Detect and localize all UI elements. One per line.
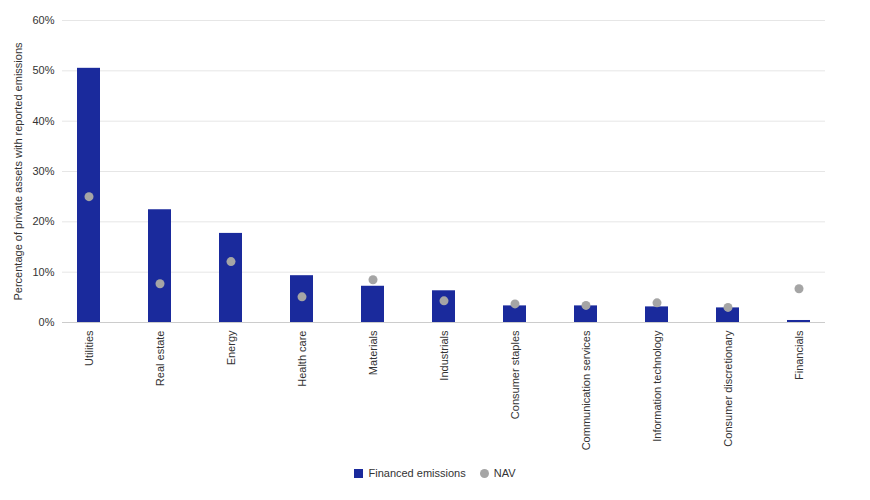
svg-text:Consumer discretionary: Consumer discretionary <box>722 330 734 447</box>
svg-text:50%: 50% <box>32 64 54 76</box>
svg-text:Information technology: Information technology <box>651 330 663 442</box>
svg-text:Utilities: Utilities <box>83 330 95 366</box>
svg-text:Percentage of private assets w: Percentage of private assets with report… <box>12 42 24 301</box>
svg-text:Health care: Health care <box>296 331 308 387</box>
svg-text:Consumer staples: Consumer staples <box>509 330 521 419</box>
svg-text:60%: 60% <box>32 14 54 26</box>
svg-text:40%: 40% <box>32 115 54 127</box>
html-text:Financed emissions: Financed emissions <box>368 467 466 479</box>
svg-text:Real estate: Real estate <box>154 331 166 387</box>
svg-text:Communication services: Communication services <box>580 330 592 450</box>
svg-text:Energy: Energy <box>225 330 237 365</box>
svg-text:20%: 20% <box>32 215 54 227</box>
svg-text:Financials: Financials <box>793 330 805 380</box>
svg-text:30%: 30% <box>32 165 54 177</box>
svg-text:Industrials: Industrials <box>438 330 450 381</box>
svg-text:0%: 0% <box>39 316 55 328</box>
svg-text:Materials: Materials <box>367 330 379 375</box>
html-text:NAV: NAV <box>493 467 516 479</box>
svg-text:10%: 10% <box>32 266 54 278</box>
